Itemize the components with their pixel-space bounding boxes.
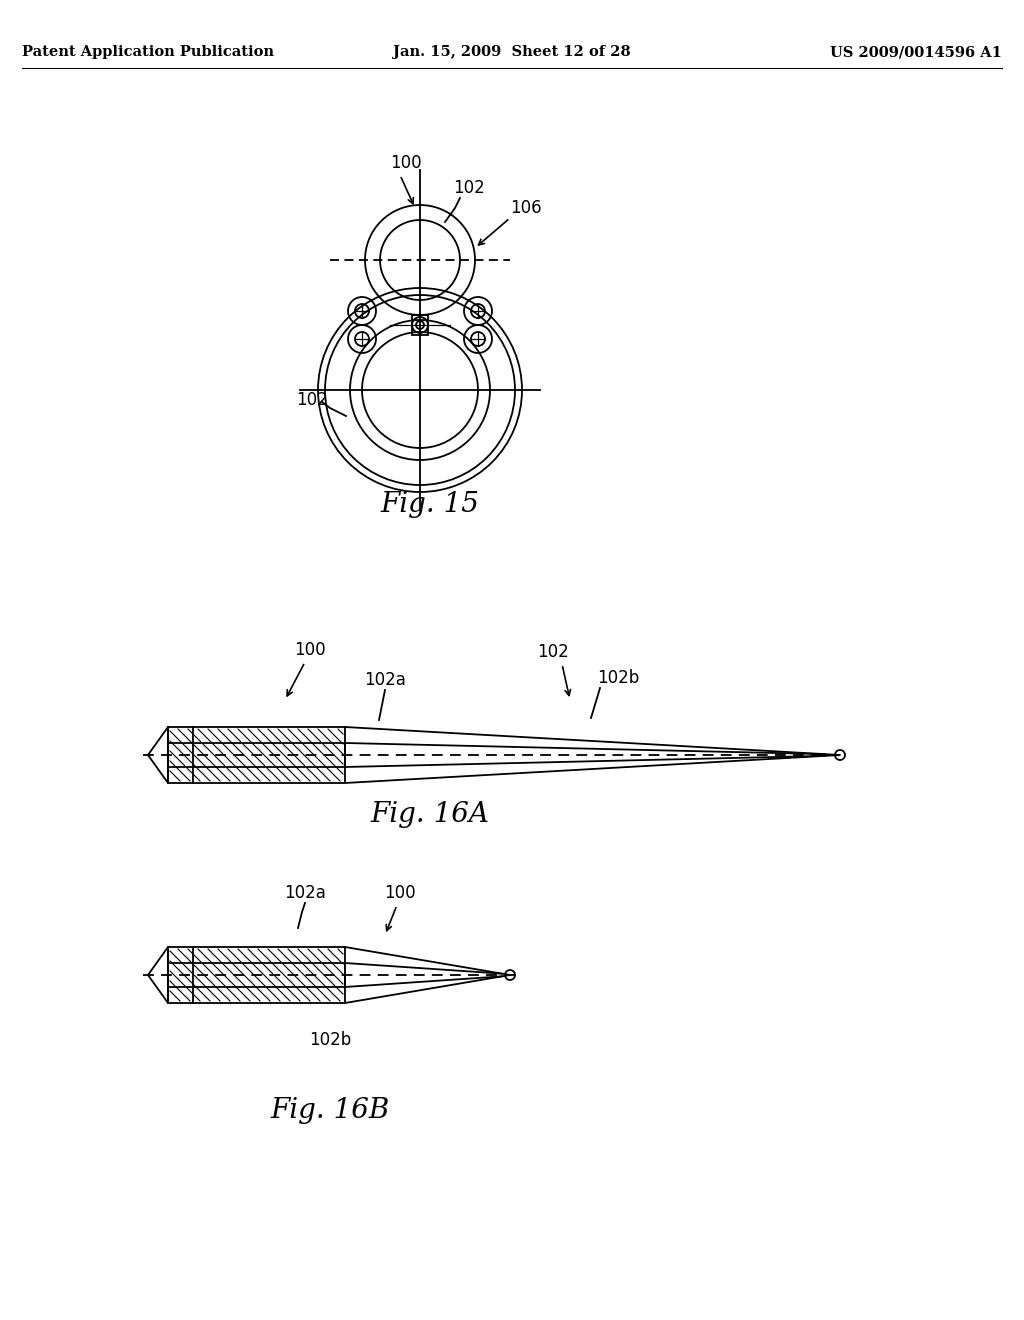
Text: 102a: 102a: [365, 671, 406, 689]
Bar: [168, 727, 345, 783]
Text: Fig. 16B: Fig. 16B: [270, 1097, 389, 1123]
Text: 102: 102: [296, 391, 328, 409]
Text: US 2009/0014596 A1: US 2009/0014596 A1: [830, 45, 1002, 59]
Polygon shape: [148, 727, 168, 783]
Text: 102: 102: [453, 180, 484, 197]
Text: Jan. 15, 2009  Sheet 12 of 28: Jan. 15, 2009 Sheet 12 of 28: [393, 45, 631, 59]
Text: 100: 100: [294, 642, 326, 659]
Text: 100: 100: [390, 154, 422, 172]
Polygon shape: [345, 727, 840, 783]
Text: 102b: 102b: [597, 669, 639, 686]
Text: Fig. 16A: Fig. 16A: [371, 801, 489, 829]
Text: 102a: 102a: [284, 884, 326, 902]
Polygon shape: [148, 946, 168, 1003]
Bar: [168, 946, 345, 1003]
Text: 102b: 102b: [309, 1031, 351, 1049]
Text: 102: 102: [538, 643, 569, 661]
Text: Patent Application Publication: Patent Application Publication: [22, 45, 274, 59]
Text: 106: 106: [510, 199, 542, 216]
Text: 100: 100: [384, 884, 416, 902]
Polygon shape: [345, 946, 510, 1003]
Bar: [412, 315, 428, 335]
Text: Fig. 15: Fig. 15: [381, 491, 479, 519]
